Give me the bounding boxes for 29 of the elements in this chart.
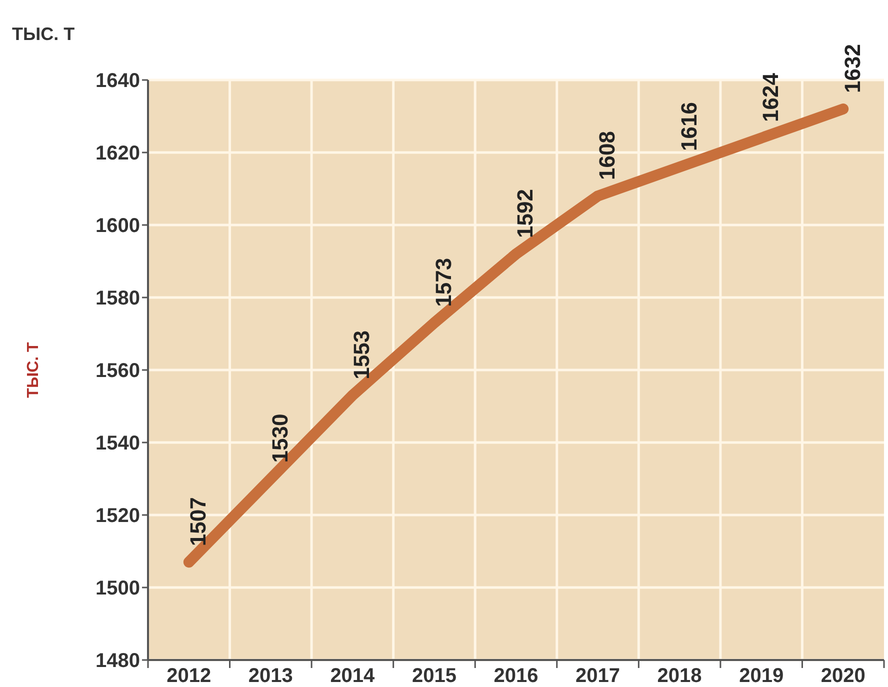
y-tick-label: 1580 [96,288,140,310]
x-tick-label: 2019 [739,665,784,687]
data-label: 1592 [512,189,538,238]
data-label: 1616 [676,102,702,151]
x-tick-label: 2017 [576,665,620,687]
data-label: 1553 [349,330,374,380]
x-tick-label: 2018 [657,665,702,687]
chart-title: ТЫС. Т [12,24,75,44]
y-tick-label: 1500 [96,578,140,600]
data-label: 1507 [186,497,211,546]
data-label: 1624 [758,72,784,122]
x-tick-label: 2013 [248,665,293,687]
y-tick-label: 1600 [96,215,140,237]
data-label: 1530 [267,414,292,463]
y-tick-label: 1560 [96,360,140,382]
y-tick-label: 1520 [96,505,140,527]
y-tick-label: 1640 [96,70,140,92]
y-tick-label: 1480 [96,650,140,672]
data-label: 1608 [594,131,620,180]
y-tick-label: 1620 [96,142,140,164]
data-label: 1573 [430,258,456,307]
x-tick-label: 2020 [820,665,866,687]
data-label: 1632 [840,44,865,93]
x-tick-label: 2015 [412,665,456,687]
x-tick-label: 2012 [166,665,212,687]
y-tick-label: 1540 [96,432,140,454]
x-tick-label: 2014 [330,665,376,687]
y-axis-title: ТЫС. Т [25,342,42,398]
x-tick-label: 2016 [494,665,538,687]
